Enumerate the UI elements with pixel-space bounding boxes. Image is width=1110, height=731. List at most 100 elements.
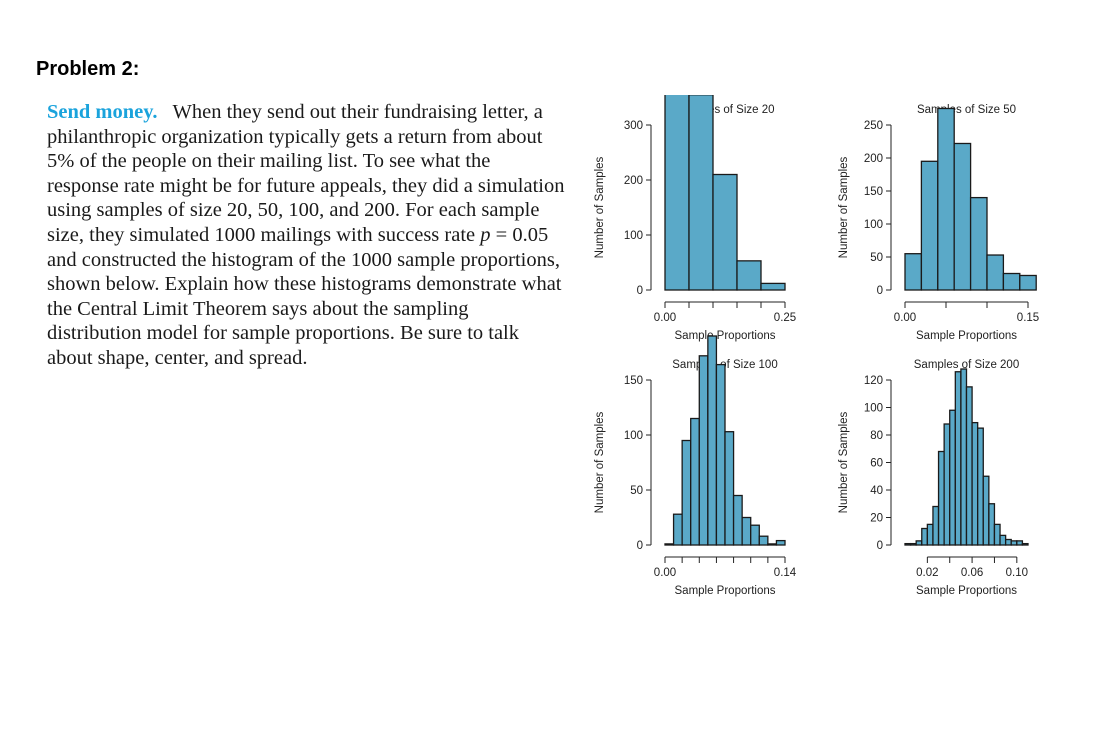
histogram-bar (736, 260, 762, 291)
histogram-bar (698, 355, 709, 546)
histogram-bar (767, 543, 778, 546)
y-tick-label: 100 (864, 403, 883, 415)
histogram-bar (1010, 540, 1018, 546)
y-axis-label: Number of Samples (838, 156, 850, 258)
histogram-bar (1002, 272, 1021, 291)
histogram-bar (937, 450, 945, 546)
histogram-bar (1016, 540, 1024, 546)
histogram-bar (741, 516, 752, 546)
histogram-panel-2: Samples of Size 50 0 50 100 150 200 250 Number … (838, 104, 1039, 342)
histogram-bar (915, 540, 923, 546)
y-tick-label: 200 (624, 175, 643, 187)
histogram-bar (932, 505, 940, 546)
x-tick-label: 0.06 (961, 567, 983, 579)
problem-title: Problem 2: (36, 58, 140, 80)
x-tick-label: 0.15 (1017, 312, 1039, 324)
y-tick-label: 50 (630, 485, 643, 497)
x-tick-label: 0.10 (1006, 567, 1028, 579)
histogram-bar (988, 503, 996, 546)
y-tick-label: 60 (870, 458, 883, 470)
histogram-panel-4: Samples of Size 200 0 20 40 60 80 100 120 Number… (838, 359, 1029, 597)
y-tick-label: 100 (864, 219, 883, 231)
histogram-bar (986, 254, 1005, 291)
x-tick-label: 0.25 (774, 312, 796, 324)
x-tick-label: 0.02 (916, 567, 938, 579)
x-axis: 0.00 0.14 Sample Proportions (654, 556, 797, 597)
y-tick-label: 0 (877, 540, 883, 552)
y-axis-label: Number of Samples (594, 411, 606, 513)
histogram-bar (688, 95, 714, 291)
histogram-bar (664, 95, 690, 291)
y-tick-label: 0 (637, 540, 643, 552)
histogram-bar (690, 417, 700, 546)
x-axis: 0.00 0.25 Sample Proportions (654, 301, 796, 342)
histogram-bar (965, 386, 973, 546)
histogram-bar (921, 527, 929, 546)
histogram-bar (672, 513, 683, 546)
y-tick-label: 200 (864, 153, 883, 165)
histogram-bar (775, 539, 786, 546)
histogram-bar (904, 253, 923, 291)
histogram-bar (1019, 274, 1037, 291)
x-tick-label: 0.00 (894, 312, 916, 324)
y-tick-label: 80 (870, 430, 883, 442)
histogram-bar (920, 160, 939, 291)
histogram-bar (953, 142, 972, 291)
histogram-bar (943, 423, 951, 546)
chart-title: Samples of Size 50 (917, 104, 1016, 116)
histogram-bar (909, 542, 917, 546)
histogram-bar (758, 535, 769, 546)
histogram-bar (926, 523, 934, 546)
histogram-bar (712, 173, 738, 291)
y-tick-label: 150 (864, 186, 883, 198)
histogram-bar (904, 542, 912, 546)
y-tick-label: 150 (624, 375, 643, 387)
problem-body-part-1: When they send out their fundraising let… (47, 101, 565, 246)
histogram-bar (949, 409, 956, 546)
histogram-bar (977, 427, 984, 546)
y-tick-label: 300 (624, 120, 643, 132)
histogram-bar (750, 524, 760, 546)
y-tick-label: 40 (870, 485, 883, 497)
y-axis-label: Number of Samples (838, 411, 850, 513)
x-axis-label: Sample Proportions (675, 585, 776, 597)
y-tick-label: 50 (870, 252, 883, 264)
y-axis: 0 100 200 300 Number of Samples (594, 120, 652, 297)
x-axis: 0.02 0.06 0.10 Sample Proportions (916, 556, 1028, 597)
y-tick-label: 250 (864, 120, 883, 132)
histogram-bar (969, 196, 988, 291)
y-axis-label: Number of Samples (594, 156, 606, 258)
histogram-bar (715, 363, 726, 546)
x-tick-label: 0.00 (654, 312, 676, 324)
x-axis-label: Sample Proportions (675, 330, 776, 342)
histogram-bar (999, 534, 1007, 546)
y-tick-label: 100 (624, 430, 643, 442)
histogram-bar (707, 335, 718, 546)
y-tick-label: 20 (870, 513, 883, 525)
histogram-bar (937, 107, 955, 291)
histogram-bar (724, 431, 735, 546)
chart-title: Samples of Size 200 (914, 359, 1019, 371)
y-axis: 0 20 40 60 80 100 120 Number of Samples (838, 375, 892, 552)
histogram-bar (732, 494, 743, 546)
histogram-bar (954, 371, 962, 546)
histogram-bar (664, 543, 675, 546)
x-axis-label: Sample Proportions (916, 330, 1017, 342)
y-tick-label: 100 (624, 230, 643, 242)
y-axis: 0 50 100 150 Number of Samples (594, 375, 652, 552)
problem-body-part-2: = 0.05 and constructed the histogram of … (47, 223, 562, 369)
y-tick-label: 0 (877, 285, 883, 297)
histogram-bar (760, 282, 786, 291)
x-tick-label: 0.00 (654, 567, 676, 579)
histogram-bar (982, 475, 990, 546)
problem-text: Send money. When they send out their fun… (47, 100, 567, 371)
histogram-bar (960, 368, 968, 546)
x-axis-label: Sample Proportions (916, 585, 1017, 597)
y-axis: 0 50 100 150 200 250 Number of Samples (838, 120, 892, 297)
y-tick-label: 120 (864, 375, 883, 387)
histogram-bar (993, 523, 1001, 546)
